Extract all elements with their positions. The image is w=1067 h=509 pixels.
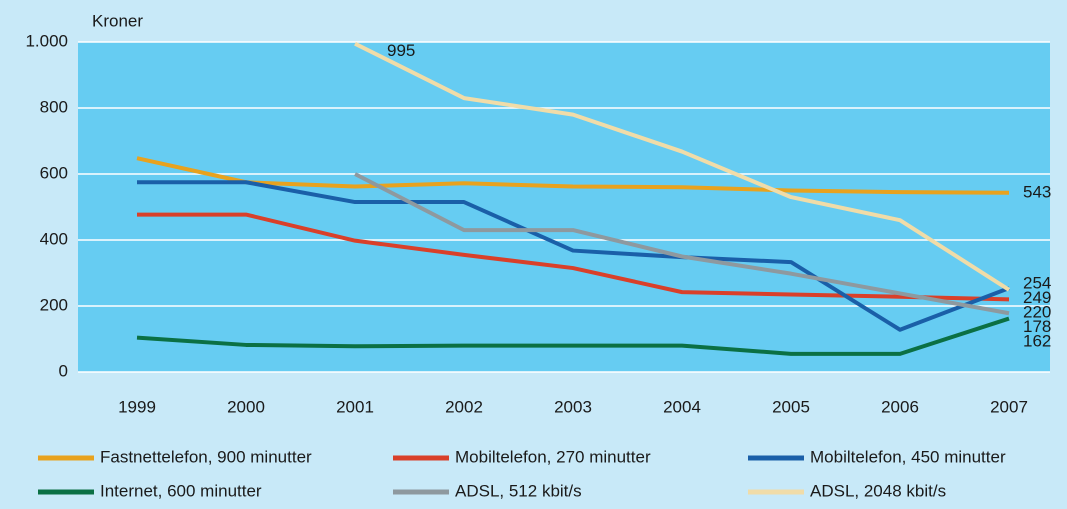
- y-tick-label: 1.000: [25, 31, 68, 50]
- y-tick-label: 200: [40, 295, 68, 314]
- x-tick-label: 2006: [881, 397, 919, 416]
- series-line: [354, 41, 1011, 292]
- x-tick-label: 2003: [554, 397, 592, 416]
- plot-area: [78, 42, 1050, 372]
- legend-label: ADSL, 2048 kbit/s: [810, 481, 946, 500]
- value-label: 249: [1023, 288, 1051, 307]
- value-label: 254: [1023, 274, 1051, 293]
- x-tick-label: 2000: [227, 397, 265, 416]
- value-label: 543: [1023, 182, 1051, 201]
- y-tick-label: 800: [40, 97, 68, 116]
- y-tick-label: 600: [40, 163, 68, 182]
- value-label: 995: [387, 41, 415, 60]
- x-tick-label: 2002: [445, 397, 483, 416]
- y-tick-label: 400: [40, 229, 68, 248]
- x-tick-label: 2001: [336, 397, 374, 416]
- series-line: [136, 316, 1010, 356]
- series-line: [137, 212, 1010, 302]
- legend-label: Fastnettelefon, 900 minutter: [100, 447, 312, 466]
- series-line: [136, 156, 1010, 195]
- y-axis-label: Kroner: [92, 11, 143, 30]
- x-tick-label: 2005: [772, 397, 810, 416]
- x-tick-label: 1999: [118, 397, 156, 416]
- y-tick-label: 0: [59, 361, 68, 380]
- legend-label: Mobiltelefon, 450 minutter: [810, 447, 1006, 466]
- x-tick-label: 2007: [990, 397, 1028, 416]
- legend-label: Internet, 600 minutter: [100, 481, 262, 500]
- legend-label: ADSL, 512 kbit/s: [455, 481, 582, 500]
- x-tick-label: 2004: [663, 397, 701, 416]
- value-label: 162: [1023, 332, 1051, 351]
- value-label: 178: [1023, 317, 1051, 336]
- series-line: [354, 172, 1010, 316]
- legend-label: Mobiltelefon, 270 minutter: [455, 447, 651, 466]
- value-label: 220: [1023, 303, 1051, 322]
- series-line: [137, 180, 1010, 332]
